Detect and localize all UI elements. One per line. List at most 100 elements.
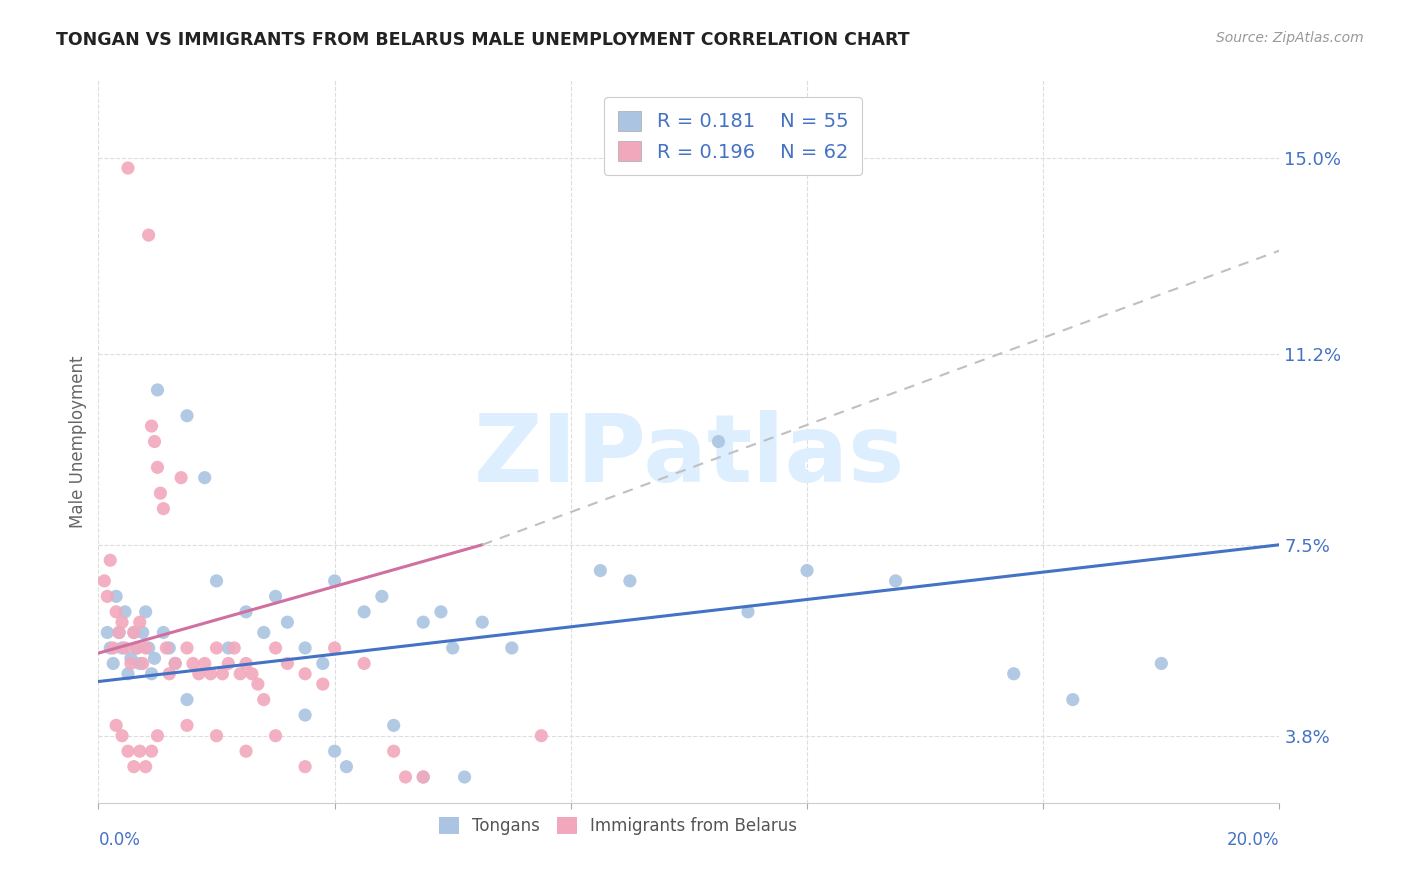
Point (1062, 692, 1084, 706)
Point (141, 666, 163, 681)
Point (412, 770, 434, 784)
Point (96, 590, 118, 604)
Point (229, 666, 252, 681)
Point (93, 574, 115, 588)
Point (796, 564, 818, 578)
Point (1002, 666, 1025, 681)
Point (143, 651, 166, 665)
Text: ZIPatlas: ZIPatlas (474, 410, 904, 502)
Point (132, 657, 155, 671)
Point (96, 625, 118, 640)
Point (294, 760, 316, 774)
Point (235, 657, 257, 671)
Point (155, 640, 177, 655)
Text: Source: ZipAtlas.com: Source: ZipAtlas.com (1216, 31, 1364, 45)
Point (122, 625, 145, 640)
Point (246, 677, 269, 691)
Point (312, 657, 335, 671)
Point (111, 729, 134, 743)
Point (276, 615, 298, 630)
Point (125, 640, 148, 655)
Point (135, 640, 157, 655)
Point (117, 744, 139, 758)
Point (194, 471, 217, 485)
Point (165, 657, 187, 671)
Point (98, 553, 121, 567)
Point (323, 640, 346, 655)
Point (114, 640, 136, 655)
Point (132, 625, 155, 640)
Point (217, 640, 239, 655)
Point (176, 718, 198, 732)
Point (120, 651, 142, 665)
Point (111, 615, 134, 630)
Point (141, 419, 163, 434)
Point (135, 760, 157, 774)
Point (430, 605, 453, 619)
Point (176, 640, 198, 655)
Point (707, 434, 730, 449)
Point (114, 605, 136, 619)
Point (353, 605, 375, 619)
Point (471, 615, 494, 630)
Point (128, 615, 150, 630)
Point (353, 657, 375, 671)
Y-axis label: Male Unemployment: Male Unemployment (69, 355, 87, 528)
Point (125, 640, 148, 655)
Point (382, 744, 405, 758)
Point (176, 692, 198, 706)
Point (441, 640, 464, 655)
Point (98, 640, 121, 655)
Point (235, 744, 257, 758)
Point (181, 657, 204, 671)
Point (111, 640, 134, 655)
Point (312, 677, 335, 691)
Point (146, 729, 169, 743)
Point (294, 708, 316, 723)
Point (176, 409, 198, 423)
Point (117, 666, 139, 681)
Point (165, 657, 187, 671)
Point (135, 605, 157, 619)
Point (235, 605, 257, 619)
Point (200, 666, 222, 681)
Point (217, 657, 239, 671)
Point (105, 590, 128, 604)
Point (157, 666, 180, 681)
Point (412, 615, 434, 630)
Point (138, 640, 160, 655)
Point (205, 729, 228, 743)
Point (371, 590, 394, 604)
Point (323, 744, 346, 758)
Point (253, 625, 276, 640)
Point (1150, 657, 1173, 671)
Point (103, 657, 125, 671)
Point (149, 486, 172, 500)
Point (105, 718, 128, 732)
Point (103, 640, 125, 655)
Point (152, 625, 174, 640)
Point (412, 770, 434, 784)
Text: TONGAN VS IMMIGRANTS FROM BELARUS MALE UNEMPLOYMENT CORRELATION CHART: TONGAN VS IMMIGRANTS FROM BELARUS MALE U… (56, 31, 910, 49)
Point (205, 640, 228, 655)
Point (211, 666, 233, 681)
Point (152, 501, 174, 516)
Point (294, 666, 316, 681)
Point (323, 574, 346, 588)
Point (530, 729, 553, 743)
Point (264, 640, 287, 655)
Point (138, 228, 160, 243)
Point (294, 640, 316, 655)
Point (120, 657, 142, 671)
Point (108, 625, 131, 640)
Point (240, 666, 263, 681)
Point (276, 657, 298, 671)
Point (253, 692, 276, 706)
Point (146, 460, 169, 475)
Point (382, 718, 405, 732)
Point (737, 605, 759, 619)
Point (128, 657, 150, 671)
Point (128, 744, 150, 758)
Point (264, 590, 287, 604)
Point (619, 574, 641, 588)
